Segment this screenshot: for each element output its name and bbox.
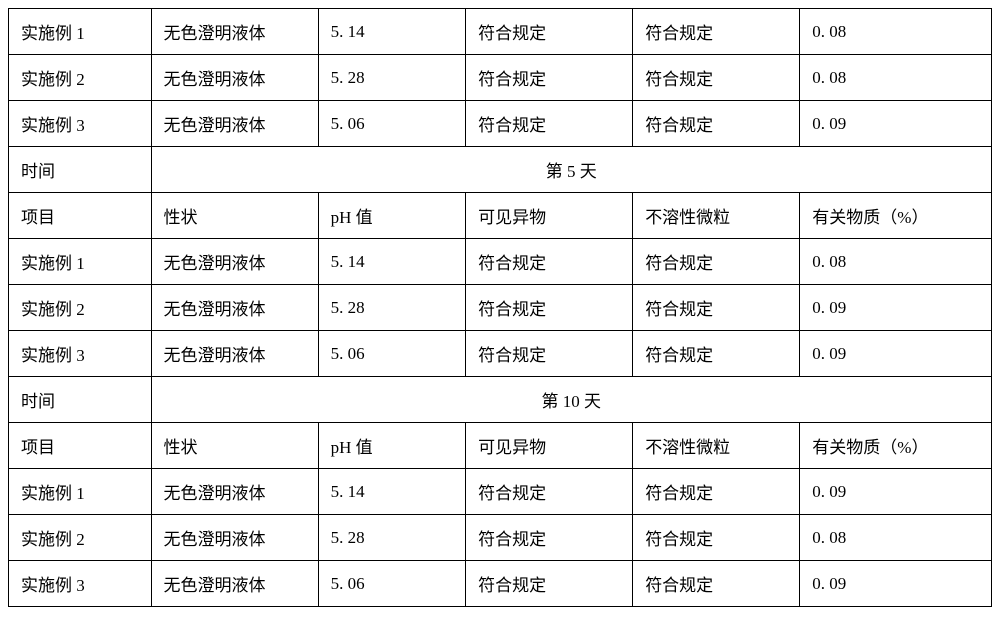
- table-row: 实施例 1 无色澄明液体 5. 14 符合规定 符合规定 0. 09: [9, 469, 992, 515]
- header-cell: 不溶性微粒: [633, 423, 800, 469]
- cell: 实施例 1: [9, 9, 152, 55]
- cell: 0. 08: [800, 9, 992, 55]
- cell: 无色澄明液体: [151, 101, 318, 147]
- header-cell: 不溶性微粒: [633, 193, 800, 239]
- table-row: 实施例 2 无色澄明液体 5. 28 符合规定 符合规定 0. 09: [9, 285, 992, 331]
- header-cell: 性状: [151, 423, 318, 469]
- header-cell: 项目: [9, 423, 152, 469]
- cell: 实施例 1: [9, 239, 152, 285]
- cell: 符合规定: [466, 469, 633, 515]
- cell: 实施例 2: [9, 285, 152, 331]
- header-cell: pH 值: [318, 193, 465, 239]
- cell: 符合规定: [633, 101, 800, 147]
- cell: 0. 08: [800, 55, 992, 101]
- cell: 实施例 2: [9, 515, 152, 561]
- cell: 5. 28: [318, 55, 465, 101]
- cell: 符合规定: [466, 561, 633, 607]
- cell: 实施例 3: [9, 561, 152, 607]
- table-row: 实施例 2 无色澄明液体 5. 28 符合规定 符合规定 0. 08: [9, 55, 992, 101]
- table-row: 实施例 2 无色澄明液体 5. 28 符合规定 符合规定 0. 08: [9, 515, 992, 561]
- time-row: 时间 第 5 天: [9, 147, 992, 193]
- cell: 0. 09: [800, 561, 992, 607]
- cell: 符合规定: [466, 515, 633, 561]
- cell: 0. 09: [800, 285, 992, 331]
- cell: 符合规定: [633, 561, 800, 607]
- cell: 0. 09: [800, 469, 992, 515]
- cell: 符合规定: [466, 9, 633, 55]
- cell: 符合规定: [633, 331, 800, 377]
- header-cell: 有关物质（%）: [800, 193, 992, 239]
- header-cell: 可见异物: [466, 423, 633, 469]
- cell: 5. 14: [318, 469, 465, 515]
- time-label: 时间: [9, 377, 152, 423]
- cell: 无色澄明液体: [151, 55, 318, 101]
- cell: 无色澄明液体: [151, 561, 318, 607]
- cell: 0. 08: [800, 239, 992, 285]
- cell: 0. 09: [800, 101, 992, 147]
- cell: 实施例 3: [9, 331, 152, 377]
- header-cell: 项目: [9, 193, 152, 239]
- table-row: 实施例 3 无色澄明液体 5. 06 符合规定 符合规定 0. 09: [9, 331, 992, 377]
- cell: 符合规定: [633, 239, 800, 285]
- table-row: 实施例 3 无色澄明液体 5. 06 符合规定 符合规定 0. 09: [9, 101, 992, 147]
- cell: 符合规定: [633, 285, 800, 331]
- cell: 5. 06: [318, 331, 465, 377]
- cell: 符合规定: [466, 285, 633, 331]
- cell: 0. 09: [800, 331, 992, 377]
- cell: 无色澄明液体: [151, 9, 318, 55]
- table-row: 实施例 3 无色澄明液体 5. 06 符合规定 符合规定 0. 09: [9, 561, 992, 607]
- time-row: 时间 第 10 天: [9, 377, 992, 423]
- header-cell: 有关物质（%）: [800, 423, 992, 469]
- cell: 实施例 3: [9, 101, 152, 147]
- cell: 无色澄明液体: [151, 239, 318, 285]
- time-value: 第 5 天: [151, 147, 991, 193]
- cell: 无色澄明液体: [151, 285, 318, 331]
- table-row: 实施例 1 无色澄明液体 5. 14 符合规定 符合规定 0. 08: [9, 9, 992, 55]
- cell: 无色澄明液体: [151, 331, 318, 377]
- cell: 0. 08: [800, 515, 992, 561]
- cell: 符合规定: [633, 55, 800, 101]
- header-cell: 性状: [151, 193, 318, 239]
- cell: 5. 28: [318, 285, 465, 331]
- header-cell: 可见异物: [466, 193, 633, 239]
- cell: 实施例 2: [9, 55, 152, 101]
- cell: 无色澄明液体: [151, 515, 318, 561]
- cell: 符合规定: [466, 55, 633, 101]
- data-table: 实施例 1 无色澄明液体 5. 14 符合规定 符合规定 0. 08 实施例 2…: [8, 8, 992, 607]
- cell: 无色澄明液体: [151, 469, 318, 515]
- cell: 实施例 1: [9, 469, 152, 515]
- header-cell: pH 值: [318, 423, 465, 469]
- cell: 符合规定: [466, 101, 633, 147]
- time-value: 第 10 天: [151, 377, 991, 423]
- cell: 5. 06: [318, 101, 465, 147]
- cell: 符合规定: [466, 239, 633, 285]
- header-row: 项目 性状 pH 值 可见异物 不溶性微粒 有关物质（%）: [9, 193, 992, 239]
- header-row: 项目 性状 pH 值 可见异物 不溶性微粒 有关物质（%）: [9, 423, 992, 469]
- cell: 符合规定: [633, 469, 800, 515]
- cell: 符合规定: [466, 331, 633, 377]
- time-label: 时间: [9, 147, 152, 193]
- cell: 符合规定: [633, 515, 800, 561]
- cell: 5. 06: [318, 561, 465, 607]
- cell: 5. 28: [318, 515, 465, 561]
- table-row: 实施例 1 无色澄明液体 5. 14 符合规定 符合规定 0. 08: [9, 239, 992, 285]
- cell: 符合规定: [633, 9, 800, 55]
- cell: 5. 14: [318, 239, 465, 285]
- cell: 5. 14: [318, 9, 465, 55]
